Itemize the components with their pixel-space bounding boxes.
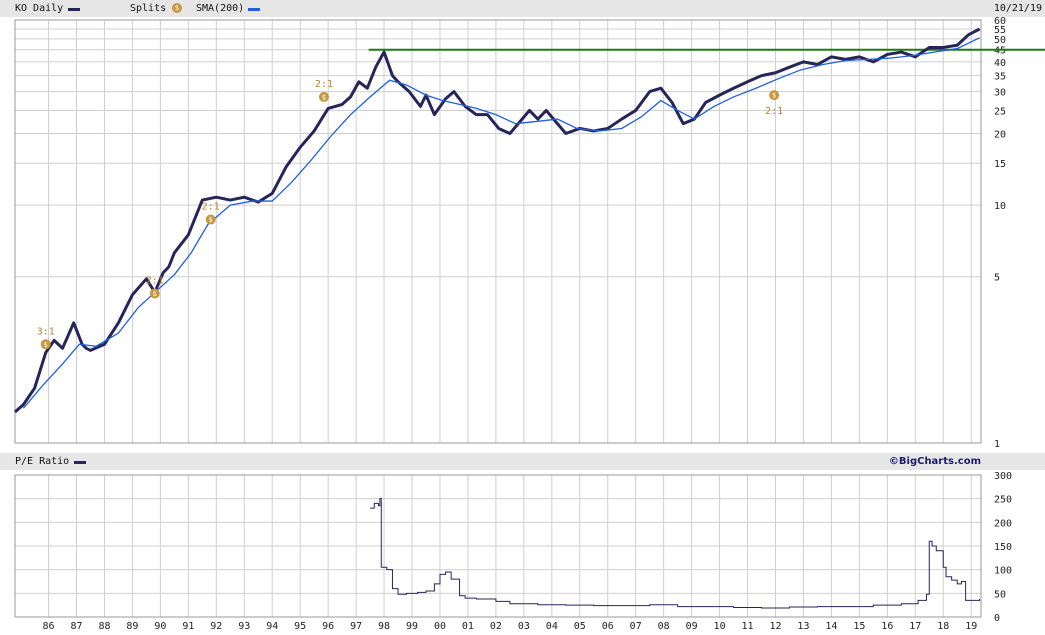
y-tick-label-pe: 300	[994, 471, 1012, 482]
x-tick-label: 07	[630, 621, 642, 632]
x-tick-label: 06	[602, 621, 614, 632]
y-tick-label-price: 20	[994, 130, 1006, 141]
split-legend-icon: $	[172, 3, 182, 13]
y-tick-label-price: 60	[994, 16, 1006, 27]
split-icon-glyph: $	[772, 92, 776, 100]
split-icon	[205, 214, 216, 225]
x-tick-label: 09	[686, 621, 698, 632]
x-tick-label: 14	[825, 621, 837, 632]
split-layer: 3:1 $2:1 $2:1 $2:1 $2:1 $	[37, 79, 783, 350]
x-tick-label: 91	[182, 621, 194, 632]
x-tick-label: 98	[378, 621, 390, 632]
split-icon	[149, 288, 160, 299]
y-tick-label-price: 1	[994, 439, 1000, 450]
split-ratio-label: 3:1	[37, 326, 55, 337]
x-tick-label: 97	[350, 621, 362, 632]
x-tick-label: 92	[210, 621, 222, 632]
grid-layer	[15, 19, 981, 618]
x-tick-label: 99	[406, 621, 418, 632]
split-icon-glyph: $	[153, 290, 157, 298]
price-header-bar: KO Daily Splits $ SMA(200) 10/21/19	[0, 0, 1045, 17]
chart-date: 10/21/19	[993, 3, 1042, 14]
price-plot-frame	[14, 19, 982, 444]
y-tick-label-pe: 250	[994, 495, 1012, 506]
y-tick-label-pe: 150	[994, 542, 1012, 553]
x-tick-label: 17	[909, 621, 921, 632]
pe-label: P/E Ratio	[15, 456, 70, 467]
x-tick-label: 88	[98, 621, 110, 632]
x-tick-label: 10	[714, 621, 726, 632]
x-tick-label: 04	[546, 621, 558, 632]
split-icon	[769, 90, 780, 101]
y-tick-label-price: 35	[994, 72, 1006, 83]
x-tick-label: 18	[937, 621, 949, 632]
x-tick-label: 03	[518, 621, 530, 632]
split-icon-glyph: $	[44, 341, 48, 349]
x-tick-label: 19	[965, 621, 977, 632]
pe-header-bar: P/E Ratio ©BigCharts.com	[0, 453, 1045, 470]
x-tick-label: 16	[881, 621, 893, 632]
x-tick-label: 02	[490, 621, 502, 632]
x-tick-label: 12	[769, 621, 781, 632]
x-tick-label: 87	[70, 621, 82, 632]
y-tick-label-pe: 50	[994, 589, 1006, 600]
price-line	[14, 27, 981, 414]
x-tick-label: 96	[322, 621, 334, 632]
x-tick-label: 08	[658, 621, 670, 632]
sma-legend-label: SMA(200)	[196, 3, 245, 14]
x-tick-label: 05	[574, 621, 586, 632]
x-tick-label: 00	[434, 621, 446, 632]
y-tick-label-price: 10	[994, 201, 1006, 212]
y-tick-label-pe: 0	[994, 613, 1000, 624]
x-tick-label: 90	[154, 621, 166, 632]
series-layer	[14, 27, 1045, 609]
y-tick-label-pe: 100	[994, 566, 1012, 577]
y-tick-label-price: 50	[994, 35, 1006, 46]
y-tick-label-pe: 200	[994, 518, 1012, 529]
x-tick-label: 86	[43, 621, 55, 632]
y-tick-label-price: 15	[994, 159, 1006, 170]
brand-label: ©BigCharts.com	[888, 456, 981, 467]
x-tick-label: 93	[238, 621, 250, 632]
x-tick-label: 13	[797, 621, 809, 632]
sma-line	[22, 37, 980, 409]
pe-line	[370, 498, 981, 609]
symbol-label: KO Daily	[15, 3, 64, 14]
y-tick-label-price: 45	[994, 46, 1006, 57]
split-icon	[318, 91, 329, 102]
y-tick-label-price: 5	[994, 273, 1000, 284]
x-tick-label: 89	[126, 621, 138, 632]
y-tick-label-price: 55	[994, 25, 1006, 36]
split-ratio-label: 2:1	[765, 106, 783, 117]
x-tick-label: 11	[742, 621, 754, 632]
pe-legend-swatch	[74, 461, 86, 464]
x-tick-label: 94	[266, 621, 278, 632]
split-ratio-label: 2:1	[202, 202, 220, 213]
y-tick-label-price: 30	[994, 88, 1006, 99]
split-icon	[40, 339, 51, 350]
splits-legend-label: Splits	[130, 3, 167, 14]
axis-layer: 86 87 88 89 90 91 92 93 94 95 96 97 98 99 00 01 02 03 04 05…	[14, 16, 1012, 632]
y-tick-label-price: 25	[994, 106, 1006, 117]
x-tick-label: 15	[853, 621, 865, 632]
y-tick-label-price: 40	[994, 58, 1006, 69]
split-ratio-label: 2:1	[146, 276, 164, 287]
x-tick-label: 01	[462, 621, 474, 632]
split-ratio-label: 2:1	[315, 79, 333, 90]
split-icon-glyph: $	[322, 93, 326, 101]
split-icon-glyph: $	[208, 216, 212, 224]
pe-plot-frame	[14, 474, 982, 618]
price-legend-swatch	[68, 8, 80, 11]
x-tick-label: 95	[294, 621, 306, 632]
sma-legend-swatch	[248, 8, 260, 11]
